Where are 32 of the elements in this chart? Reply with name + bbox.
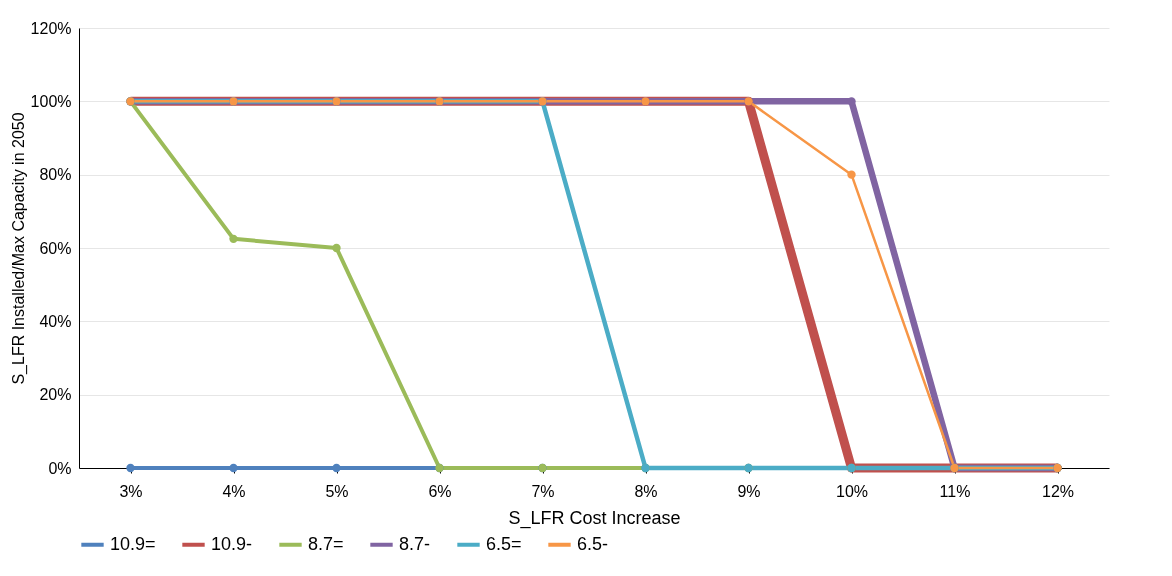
legend-label: 10.9= — [110, 533, 156, 554]
legend-label: 10.9- — [211, 533, 253, 554]
y-tick-label: 60% — [39, 239, 72, 257]
x-tick-label: 10% — [835, 482, 869, 500]
legend-label: 8.7- — [399, 533, 431, 554]
y-tick-label: 100% — [30, 92, 72, 110]
point — [332, 463, 341, 473]
x-tick-label: 6% — [428, 482, 452, 500]
y-axis-title: S_LFR Installed/Max Capacity in 2050 — [9, 112, 28, 385]
point — [847, 170, 856, 179]
x-tick-label: 12% — [1041, 482, 1075, 500]
point — [229, 234, 238, 244]
x-tick-label: 7% — [531, 482, 555, 500]
point — [847, 97, 856, 106]
legend-label: 6.5= — [486, 533, 522, 554]
legend-label: 6.5- — [577, 533, 609, 554]
y-tick-label: 40% — [39, 312, 72, 330]
legend-label: 8.7= — [308, 533, 344, 554]
y-tick-label: 20% — [39, 386, 72, 404]
x-axis-title: S_LFR Cost Increase — [508, 507, 681, 529]
x-tick-label: 8% — [634, 482, 658, 500]
x-tick-label: 11% — [939, 482, 971, 500]
x-tick-label: 5% — [325, 482, 349, 500]
x-tick-label: 4% — [222, 482, 246, 500]
x-tick-label: 3% — [119, 482, 143, 500]
y-tick-label: 0% — [48, 459, 72, 477]
point — [332, 243, 341, 253]
y-tick-label: 80% — [39, 166, 72, 184]
point — [126, 463, 135, 473]
point — [229, 463, 238, 473]
y-tick-label: 120% — [30, 19, 72, 37]
x-tick-label: 9% — [737, 482, 761, 500]
